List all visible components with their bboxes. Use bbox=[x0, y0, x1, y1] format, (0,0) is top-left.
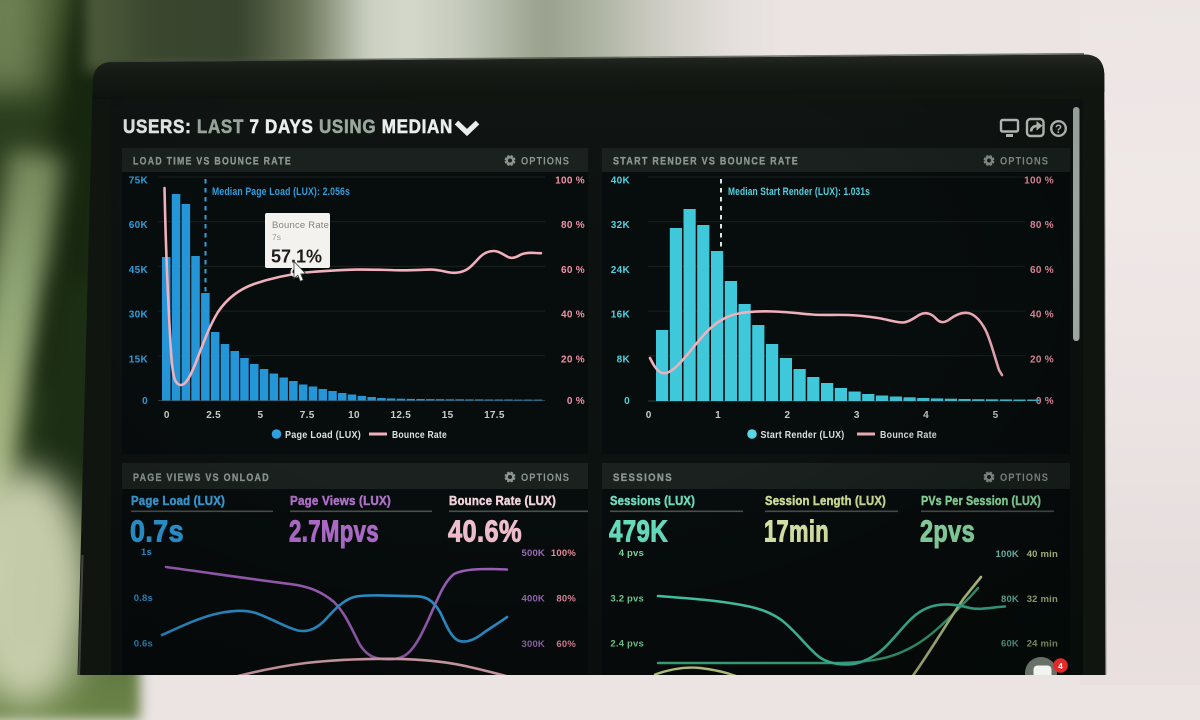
svg-text:4: 4 bbox=[1058, 661, 1063, 671]
